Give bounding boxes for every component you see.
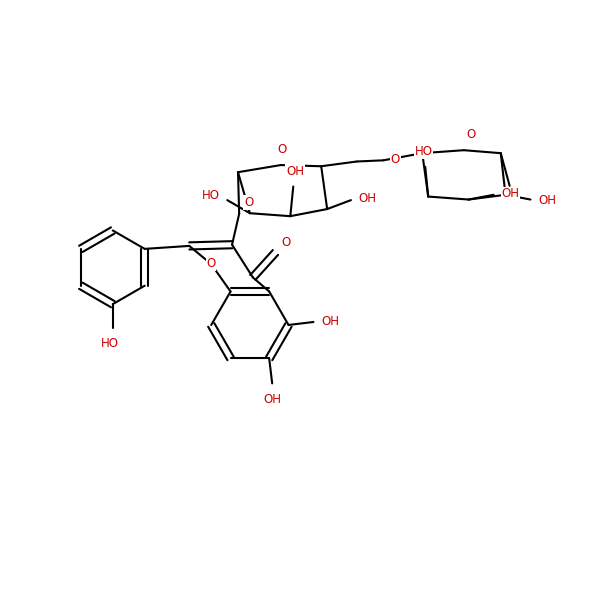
Text: O: O (391, 152, 400, 166)
Text: OH: OH (358, 192, 376, 205)
Text: OH: OH (286, 164, 304, 178)
Text: OH: OH (538, 194, 556, 207)
Text: OH: OH (263, 393, 281, 406)
Text: HO: HO (202, 189, 220, 202)
Text: O: O (277, 143, 287, 156)
Text: O: O (206, 257, 216, 271)
Text: OH: OH (321, 316, 339, 328)
Text: OH: OH (502, 187, 520, 200)
Text: HO: HO (101, 337, 119, 350)
Text: O: O (281, 236, 290, 250)
Text: O: O (244, 196, 253, 209)
Text: HO: HO (415, 145, 433, 158)
Text: O: O (467, 128, 476, 141)
